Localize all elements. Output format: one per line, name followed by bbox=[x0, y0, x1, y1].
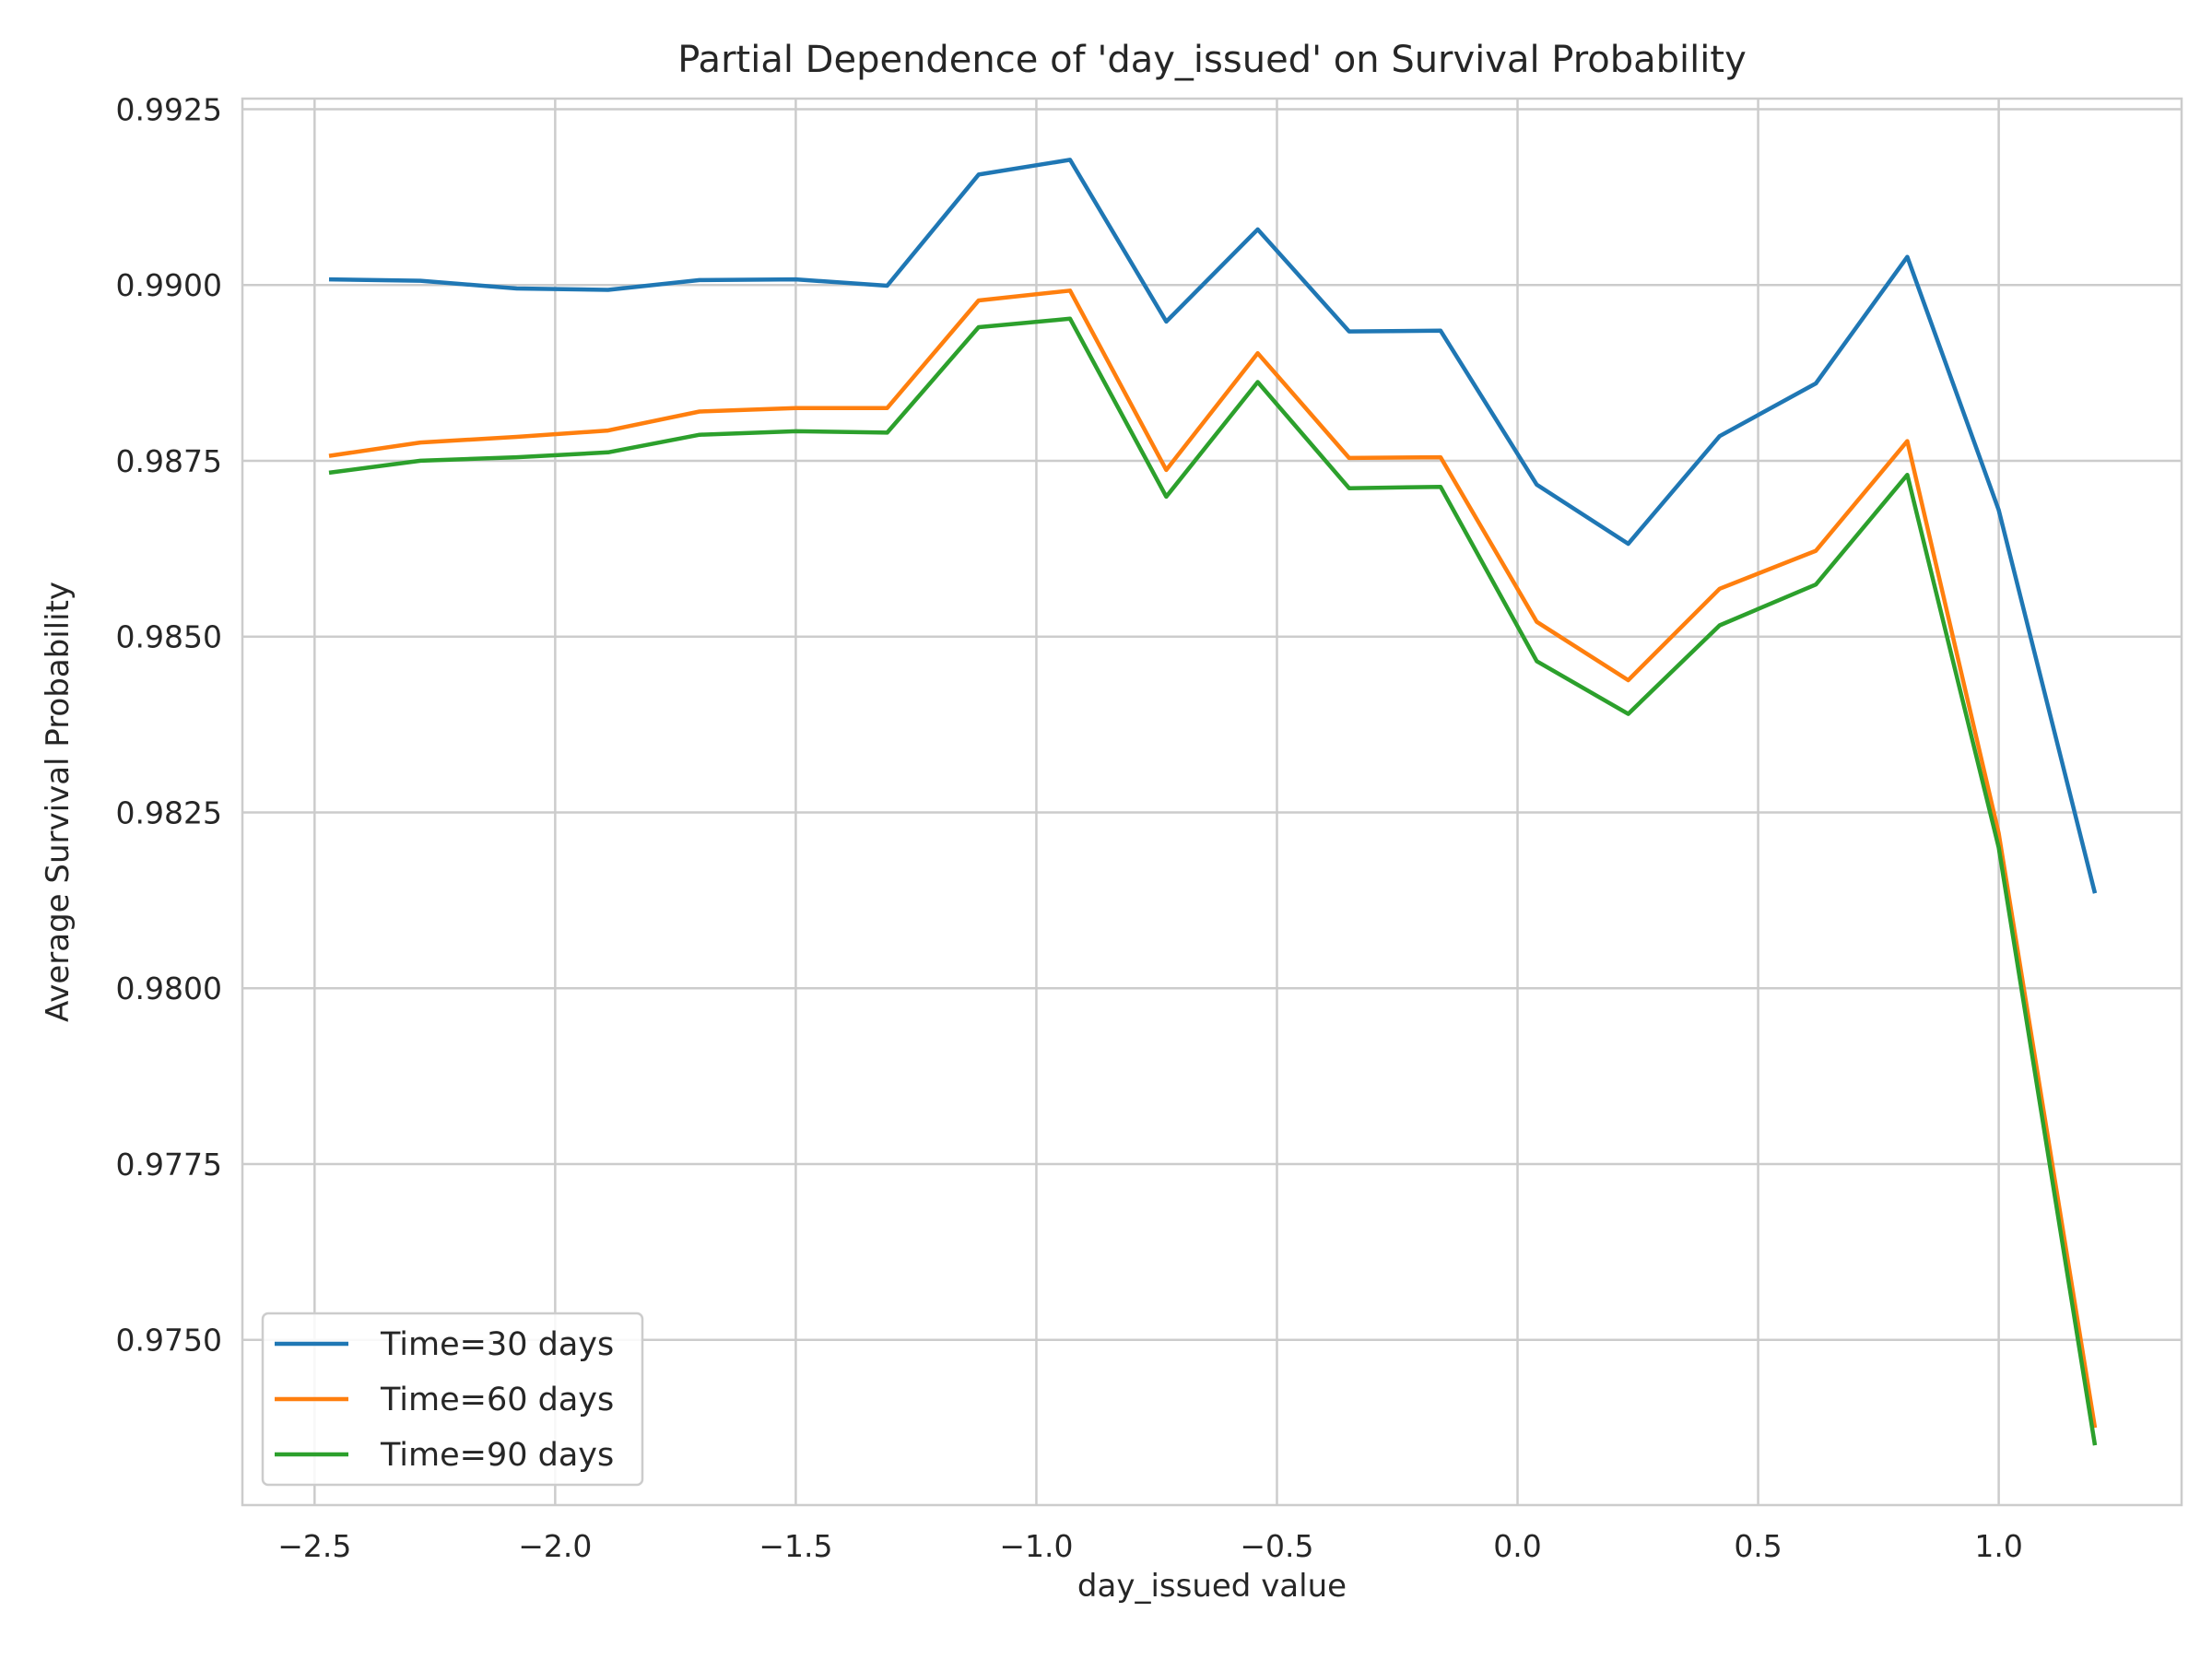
x-tick-label: 0.0 bbox=[1493, 1528, 1541, 1564]
y-tick-labels: 0.9750 0.9775 0.9800 0.9825 0.9850 0.9875 0.99… bbox=[116, 91, 222, 1358]
y-axis-label: Average Survival Probability bbox=[40, 582, 76, 1022]
x-tick-label: 1.0 bbox=[1974, 1528, 2022, 1564]
y-tick-label: 0.9925 bbox=[116, 91, 222, 127]
y-tick-label: 0.9750 bbox=[116, 1323, 222, 1359]
x-axis-label: day_issued value bbox=[1077, 1568, 1347, 1605]
x-tick-label: 0.5 bbox=[1734, 1528, 1782, 1564]
y-tick-label: 0.9825 bbox=[116, 794, 222, 830]
x-tick-label: −2.0 bbox=[518, 1528, 592, 1564]
x-tick-label: −1.5 bbox=[759, 1528, 832, 1564]
legend-label: Time=60 days bbox=[380, 1382, 614, 1418]
series-line-2 bbox=[328, 288, 2098, 1429]
grid-layer bbox=[242, 99, 2182, 1505]
series-layer bbox=[328, 158, 2098, 1446]
x-tick-label: −0.5 bbox=[1240, 1528, 1313, 1564]
x-tick-labels: −2.5 −2.0 −1.5 −1.0 −0.5 0.0 0.5 1.0 bbox=[277, 1528, 2023, 1564]
x-tick-label: −1.0 bbox=[999, 1528, 1073, 1564]
series-line-1 bbox=[328, 158, 2098, 894]
chart-title: Partial Dependence of 'day_issued' on Su… bbox=[677, 39, 1747, 81]
legend-box bbox=[261, 1312, 644, 1487]
legend-label: Time=90 days bbox=[380, 1437, 614, 1474]
y-tick-label: 0.9775 bbox=[116, 1147, 222, 1182]
series-line-3 bbox=[328, 316, 2098, 1446]
y-tick-label: 0.9850 bbox=[116, 619, 222, 655]
legend: Time=30 days Time=60 days Time=90 days bbox=[261, 1312, 644, 1487]
y-tick-label: 0.9900 bbox=[116, 267, 222, 303]
y-tick-label: 0.9875 bbox=[116, 443, 222, 479]
x-tick-label: −2.5 bbox=[277, 1528, 351, 1564]
y-tick-label: 0.9800 bbox=[116, 971, 222, 1006]
legend-label: Time=30 days bbox=[380, 1326, 614, 1363]
plot-frame bbox=[241, 97, 2183, 1507]
